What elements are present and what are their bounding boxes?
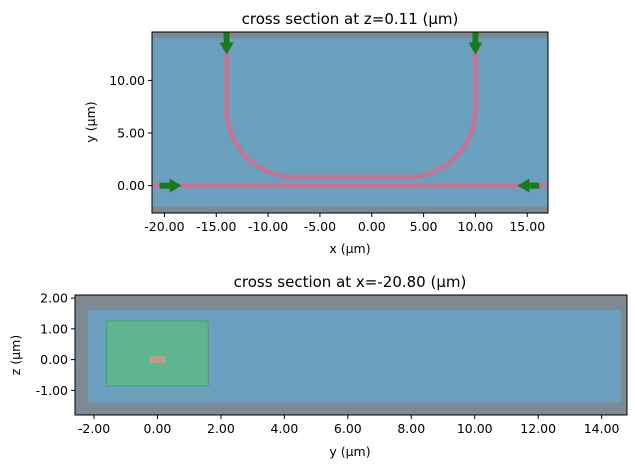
panel-top-title: cross section at z=0.11 (µm) xyxy=(242,10,459,28)
y-tick-label: 0.00 xyxy=(117,178,145,193)
x-tick-label: 15.00 xyxy=(509,219,545,234)
arrow-shaft xyxy=(223,32,230,43)
x-tick-label: -15.00 xyxy=(196,219,236,234)
x-tick-label: 4.00 xyxy=(270,421,298,436)
panel-top: cross section at z=0.11 (µm) -20.00 -15.0… xyxy=(83,10,549,256)
x-tick-label: -5.00 xyxy=(304,219,336,234)
x-tick-label: 2.00 xyxy=(207,421,235,436)
waveguide-core xyxy=(149,356,166,363)
arrow-head xyxy=(169,178,182,193)
arrow-shaft xyxy=(159,182,170,189)
port-arrow-down xyxy=(468,32,483,55)
x-tick-label: 12.00 xyxy=(520,421,556,436)
simulation-domain xyxy=(152,38,548,207)
panel-bottom-border xyxy=(74,294,628,416)
y-tick-label: 5.00 xyxy=(117,126,145,141)
x-tick-label: 8.00 xyxy=(397,421,425,436)
arrow-shaft xyxy=(529,182,540,189)
panel-top-ylabel: y (µm) xyxy=(83,101,98,142)
y-tick-label: 1.00 xyxy=(40,321,68,336)
bend-waveguide xyxy=(224,32,478,180)
arrow-head xyxy=(219,42,234,55)
panel-bottom: cross section at x=-20.80 (µm) -2.00 0.00… xyxy=(8,273,628,459)
y-tick-label: 2.00 xyxy=(40,291,68,306)
x-tick-label: -20.00 xyxy=(144,219,184,234)
x-tick-label: 10.00 xyxy=(458,219,494,234)
x-tick-label: 10.00 xyxy=(457,421,493,436)
y-tick-label: 10.00 xyxy=(109,73,145,88)
source-plane xyxy=(106,320,209,387)
y-tick-label: 0.00 xyxy=(40,352,68,367)
port-arrow-down xyxy=(219,32,234,55)
x-tick-label: -2.00 xyxy=(78,421,110,436)
arrow-head xyxy=(517,178,530,193)
y-tick-label: -1.00 xyxy=(36,383,68,398)
port-arrow-right xyxy=(159,178,182,193)
x-tick-label: 0.00 xyxy=(358,219,386,234)
panel-bottom-xlabel: y (µm) xyxy=(329,444,370,459)
panel-top-xlabel: x (µm) xyxy=(329,241,370,256)
x-tick-label: 14.00 xyxy=(584,421,620,436)
arrow-shaft xyxy=(472,32,479,43)
port-arrow-left xyxy=(517,178,540,193)
x-tick-label: 6.00 xyxy=(334,421,362,436)
x-tick-label: 0.00 xyxy=(144,421,172,436)
x-tick-label: -10.00 xyxy=(248,219,288,234)
panel-bottom-ylabel: z (µm) xyxy=(8,335,23,375)
x-tick-label: 5.00 xyxy=(410,219,438,234)
panel-top-border xyxy=(151,31,549,214)
arrow-head xyxy=(468,42,483,55)
panel-bottom-title: cross section at x=-20.80 (µm) xyxy=(234,273,467,291)
